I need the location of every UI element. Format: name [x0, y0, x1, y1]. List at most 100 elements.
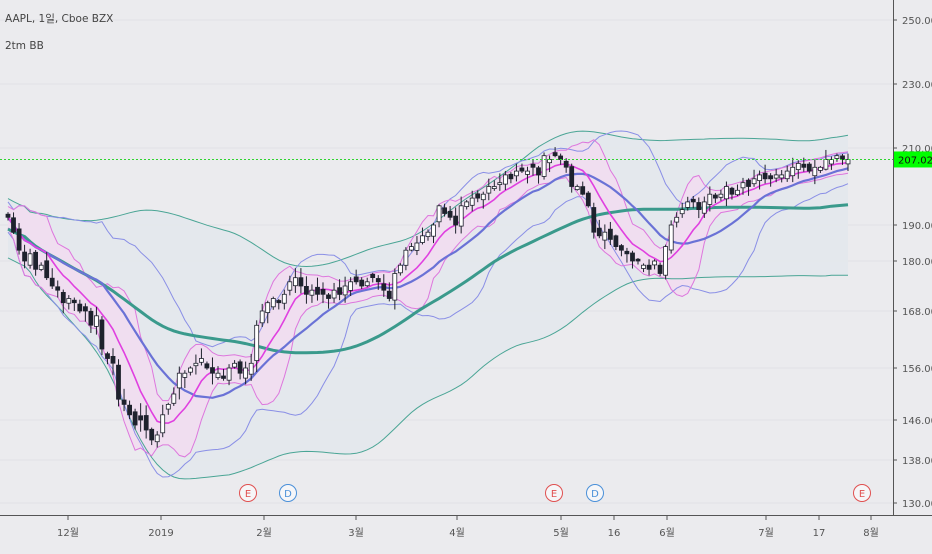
candle — [818, 165, 823, 174]
bb-short-middle — [7, 161, 849, 424]
candle — [646, 259, 652, 276]
time-tick-label: 3월 — [348, 527, 364, 539]
candle — [840, 153, 845, 165]
current-price-badge — [894, 151, 932, 168]
price-tick-label: 250.00 — [902, 16, 932, 27]
candle — [110, 348, 116, 376]
candle — [331, 282, 337, 303]
candle — [541, 152, 547, 180]
candle — [475, 190, 481, 203]
candle — [663, 244, 668, 280]
candle — [486, 178, 492, 201]
candle — [530, 159, 536, 176]
candle — [768, 173, 773, 187]
candle — [193, 354, 199, 375]
candle — [635, 258, 641, 265]
candle — [469, 190, 475, 212]
candle — [143, 405, 149, 439]
candle — [149, 427, 155, 446]
candle — [77, 299, 83, 314]
time-tick-label: 12월 — [57, 527, 79, 539]
candle — [248, 353, 254, 381]
earnings-marker[interactable]: E — [545, 484, 563, 502]
candle — [690, 195, 696, 209]
candle — [281, 289, 287, 310]
candle — [342, 276, 348, 303]
candle — [713, 192, 718, 204]
candle — [784, 165, 790, 182]
candle — [497, 173, 503, 191]
candle — [652, 259, 657, 270]
candle — [55, 280, 61, 298]
time-tick-label: 2019 — [148, 528, 173, 539]
candle — [602, 224, 608, 250]
candle — [773, 168, 779, 183]
candle — [447, 205, 453, 221]
candle — [718, 189, 724, 201]
candle — [370, 272, 376, 283]
candle — [801, 157, 807, 172]
candle — [226, 364, 232, 386]
candle — [458, 196, 464, 234]
earnings-marker[interactable]: E — [239, 484, 257, 502]
candle — [724, 181, 729, 207]
candle — [591, 202, 597, 239]
candle — [22, 244, 28, 269]
candle — [60, 289, 66, 314]
candle — [569, 163, 575, 193]
candle — [215, 366, 221, 380]
price-tick-label: 146.00 — [902, 416, 932, 427]
candle — [298, 268, 304, 294]
dividend-marker[interactable]: D — [279, 484, 297, 502]
indicator-title: 2tm BB — [5, 40, 44, 52]
time-tick-label: 17 — [813, 528, 826, 539]
candle — [525, 166, 530, 184]
candle — [834, 153, 840, 162]
candle — [127, 400, 132, 420]
candle — [309, 284, 315, 303]
price-tick-label: 230.00 — [902, 80, 932, 91]
candle — [303, 276, 309, 304]
candle — [696, 197, 702, 219]
dividend-marker[interactable]: D — [586, 484, 604, 502]
candle — [187, 366, 193, 376]
time-tick-label: 5월 — [553, 527, 569, 539]
candle — [502, 170, 508, 191]
current-price-label: 207.02 — [898, 155, 932, 166]
candle — [320, 282, 326, 304]
candle — [232, 360, 238, 369]
time-tick-label: 7월 — [758, 527, 774, 539]
time-tick-label: 6월 — [659, 527, 675, 539]
candle — [259, 303, 265, 328]
candle — [221, 368, 226, 381]
price-tick-label: 156.00 — [902, 364, 932, 375]
price-tick-label: 190.00 — [902, 221, 932, 232]
candle — [171, 387, 177, 406]
candle — [44, 252, 50, 281]
candle — [508, 172, 514, 184]
candle — [701, 196, 707, 218]
candle — [563, 158, 569, 173]
bollinger-bands — [7, 130, 849, 480]
earnings-marker[interactable]: E — [853, 484, 871, 502]
candle — [165, 402, 171, 415]
bb-mid-middle — [7, 167, 849, 399]
candle — [619, 244, 624, 257]
candle — [11, 212, 16, 234]
candle — [762, 164, 768, 184]
candle — [657, 262, 663, 277]
candle — [425, 229, 431, 241]
time-tick-label: 8월 — [863, 527, 879, 539]
candle — [132, 408, 138, 430]
price-axis-bg — [893, 0, 932, 550]
candle — [436, 204, 442, 228]
candle — [580, 181, 586, 196]
candle — [812, 159, 818, 185]
candle — [276, 298, 282, 310]
candle — [66, 295, 72, 310]
candle — [160, 404, 166, 438]
candle — [254, 320, 260, 373]
